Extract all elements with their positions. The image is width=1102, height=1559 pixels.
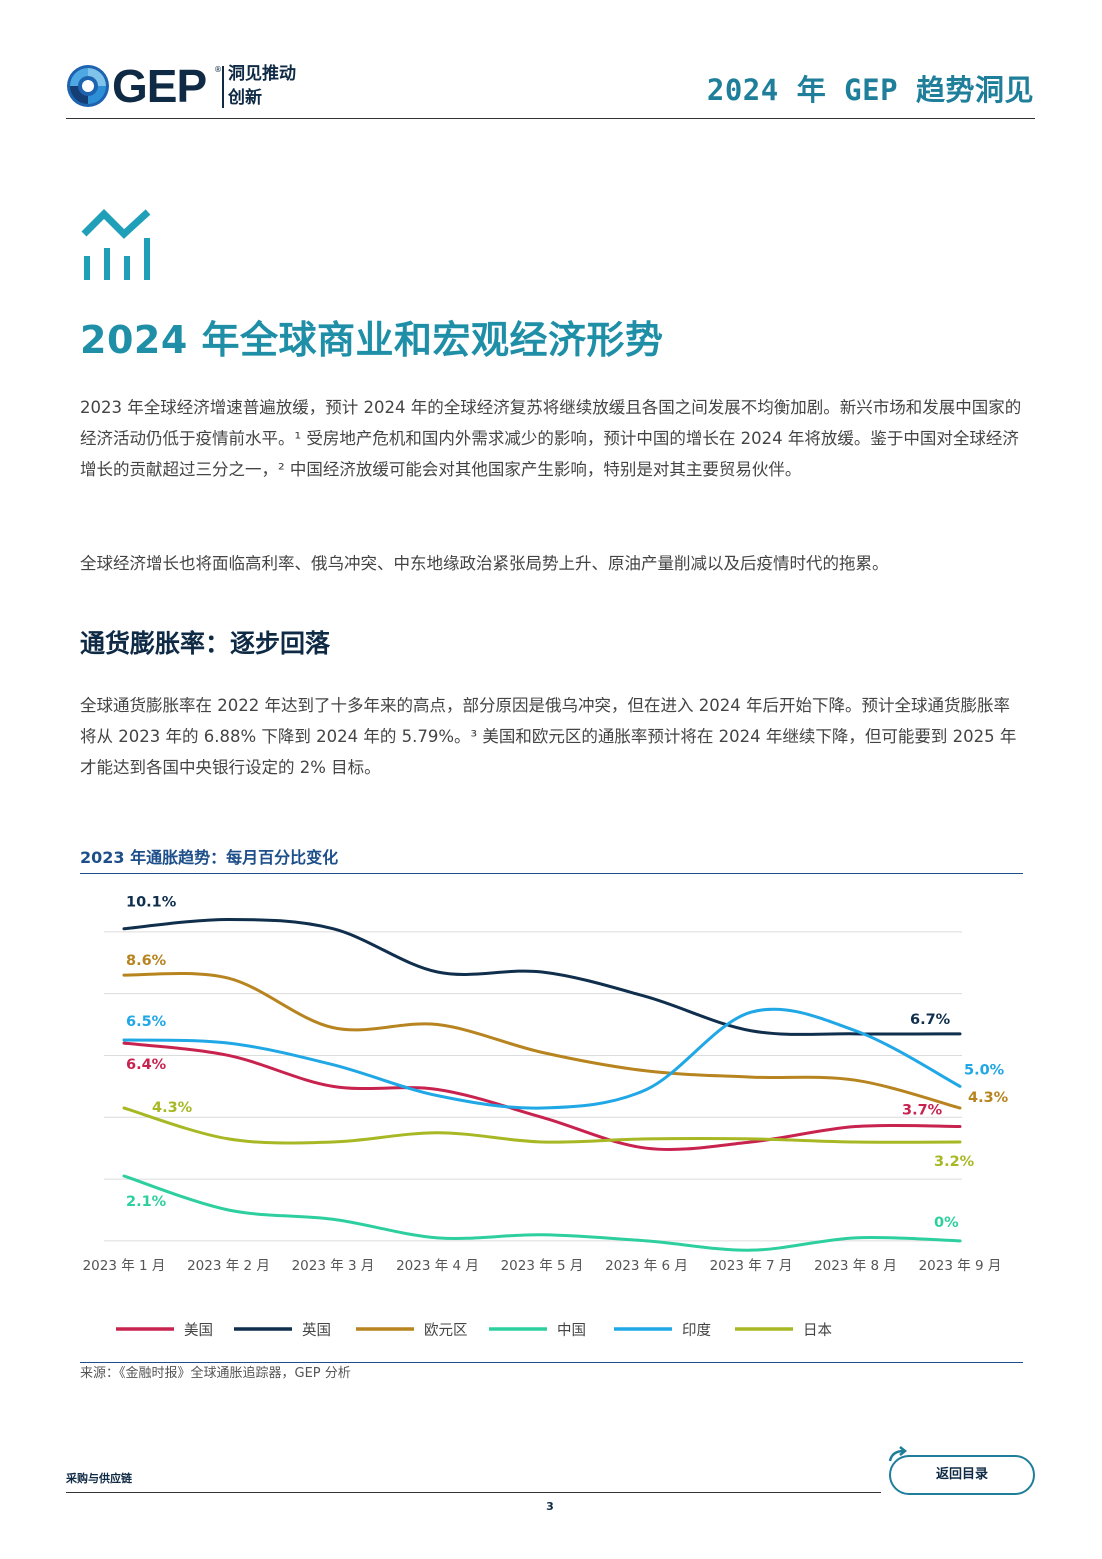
x-tick-label: 2023 年 8 月	[814, 1258, 897, 1274]
footer-divider	[66, 1492, 881, 1493]
start-value-label-eurozone: 8.6%	[126, 953, 167, 969]
inflation-subheading: 通货膨胀率：逐步回落	[80, 629, 331, 658]
inflation-paragraph: 全球通货膨胀率在 2022 年达到了十多年来的高点，部分原因是俄乌冲突，但在进入…	[80, 696, 1017, 777]
legend-label-china: 中国	[557, 1322, 586, 1339]
intro-paragraph: 2023 年全球经济增速普遍放缓，预计 2024 年的全球经济复苏将继续放缓且各…	[80, 398, 1022, 479]
section-title: 2024 年全球商业和宏观经济形势	[80, 318, 664, 362]
trend-chart-icon	[81, 209, 151, 280]
x-tick-label: 2023 年 9 月	[919, 1258, 1002, 1274]
report-title: 2024 年 GEP 趋势洞见	[706, 73, 1034, 107]
footer-section-label: 采购与供应链	[66, 1472, 132, 1485]
x-tick-label: 2023 年 4 月	[396, 1258, 479, 1274]
series-line-us	[122, 1041, 962, 1151]
series-line-china	[122, 1174, 962, 1252]
x-tick-label: 2023 年 1 月	[83, 1258, 166, 1274]
brand-name: GEP	[112, 60, 207, 112]
start-value-label-india: 6.5%	[126, 1014, 167, 1030]
brand-tagline-line1: 洞见推动	[228, 64, 296, 84]
logo-divider	[222, 66, 224, 108]
brand-tagline-line2: 创新	[228, 88, 262, 108]
chart-top-divider	[80, 873, 1023, 874]
legend-label-eurozone: 欧元区	[424, 1322, 468, 1339]
end-value-label-japan: 3.2%	[934, 1154, 975, 1170]
series-line-india	[122, 1007, 962, 1110]
header-divider	[66, 118, 1035, 119]
legend-label-uk: 英国	[302, 1321, 331, 1339]
chart-source-note: 来源：《金融时报》全球通胀追踪器，GEP 分析	[80, 1366, 351, 1381]
end-value-label-india: 5.0%	[964, 1062, 1005, 1078]
end-value-label-us: 3.7%	[902, 1103, 943, 1119]
x-tick-label: 2023 年 3 月	[292, 1258, 375, 1274]
start-value-label-china: 2.1%	[126, 1194, 167, 1210]
series-line-japan	[122, 1106, 962, 1145]
chart-title: 2023 年通胀趋势：每月百分比变化	[80, 848, 339, 867]
curved-arrow-icon	[888, 1446, 908, 1462]
legend-label-us: 美国	[184, 1322, 213, 1339]
page-number: 3	[546, 1500, 554, 1513]
x-tick-label: 2023 年 7 月	[710, 1258, 793, 1274]
headwinds-paragraph: 全球经济增长也将面临高利率、俄乌冲突、中东地缘政治紧张局势上升、原油产量削减以及…	[80, 554, 889, 573]
start-value-label-japan: 4.3%	[152, 1100, 193, 1116]
inflation-line-chart: 2023 年 1 月 2023 年 2 月 2023 年 3 月 2023 年 4 月…	[83, 895, 1009, 1339]
legend-label-japan: 日本	[803, 1322, 832, 1339]
brand-registered-mark: ®	[214, 65, 222, 74]
gep-logo-icon	[67, 65, 109, 107]
start-value-label-uk: 10.1%	[126, 895, 177, 911]
end-value-label-china: 0%	[934, 1215, 959, 1231]
start-value-label-us: 6.4%	[126, 1057, 167, 1073]
x-tick-label: 2023 年 6 月	[605, 1258, 688, 1274]
end-value-label-eurozone: 4.3%	[968, 1090, 1009, 1106]
end-value-label-uk: 6.7%	[910, 1012, 951, 1028]
chart-bottom-divider	[80, 1362, 1023, 1363]
back-to-contents-button[interactable]: 返回目录	[889, 1455, 1035, 1495]
x-tick-label: 2023 年 5 月	[501, 1258, 584, 1274]
x-tick-label: 2023 年 2 月	[187, 1258, 270, 1274]
series-line-uk	[122, 917, 962, 1036]
legend-label-india: 印度	[682, 1322, 711, 1339]
